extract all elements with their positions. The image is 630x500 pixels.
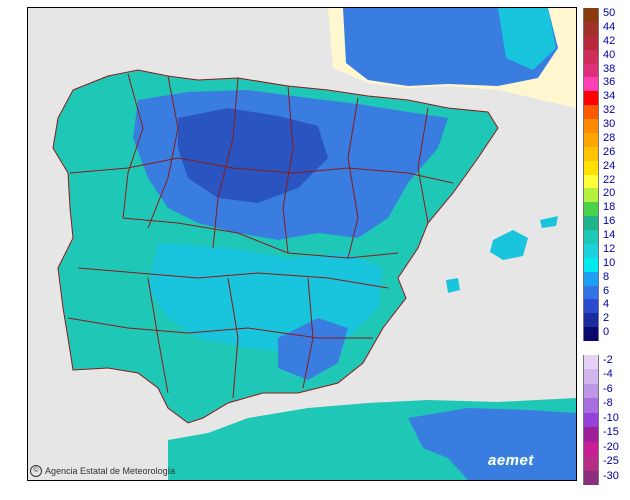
legend-swatch [583,243,599,258]
copyright-icon: © [30,465,42,477]
temperature-map [28,8,576,480]
legend-swatch [583,146,599,161]
legend-swatch [583,383,599,399]
legend-label: 16 [603,215,616,228]
map-frame [27,7,577,481]
legend-swatch [583,327,599,341]
legend-label: 4 [603,298,610,311]
legend-label: -30 [603,469,619,482]
italy-land [548,8,576,48]
legend-label: 26 [603,145,616,158]
legend-swatch [583,257,599,272]
credit-text: Agencia Estatal de Meteorología [45,466,176,476]
north-africa-cold [408,408,576,480]
legend-label: -10 [603,411,619,424]
legend-swatch [583,369,599,384]
color-legend: 50 44 42 40 38 36 34 32 30 28 26 24 22 20 18 16 14 12 10 8 6… [583,8,627,494]
legend-label: 20 [603,187,616,200]
legend-swatch [583,470,599,485]
legend-swatch [583,188,599,203]
northern-plateau-core [178,108,328,203]
legend-label: -20 [603,440,619,453]
legend-label: 38 [603,62,616,75]
legend-swatch [583,412,599,428]
legend-swatch [583,202,599,217]
menorca-island [540,216,558,228]
legend-label: -4 [603,368,613,381]
legend-swatch [583,119,599,133]
legend-label: 42 [603,34,616,47]
legend-label: 6 [603,284,610,297]
legend-label: 8 [603,270,610,283]
legend-label: -25 [603,455,619,468]
legend-label: 24 [603,159,616,172]
aemet-logo: aemet [488,452,534,469]
legend-label: 10 [603,256,616,269]
legend-swatch [583,271,599,286]
legend-label: 2 [603,312,610,325]
legend-label: -15 [603,426,619,439]
legend-swatch [583,35,599,50]
legend-swatch [583,285,599,300]
legend-label: 50 [603,7,616,19]
ibiza-island [446,278,460,293]
france-cyan-area [498,8,556,70]
legend-swatch [583,313,599,328]
legend-swatch [583,77,599,92]
legend-label: 34 [603,90,616,103]
legend-swatch [583,230,599,244]
legend-label: 30 [603,118,616,130]
legend-swatch [583,105,599,119]
legend-label: -8 [603,397,613,410]
legend-swatch [583,427,599,442]
legend-swatch [583,132,599,147]
legend-swatch [583,63,599,78]
legend-swatch [583,355,599,370]
legend-label: -2 [603,354,613,366]
legend-label: 22 [603,173,616,186]
legend-label: 14 [603,229,616,241]
legend-label: 36 [603,76,616,89]
legend-swatch [583,398,599,413]
legend-label: 28 [603,131,616,144]
legend-label: 18 [603,201,616,214]
legend-swatch [583,441,599,457]
legend-label: 44 [603,20,616,33]
legend-label: -6 [603,382,613,395]
legend-swatch [583,299,599,314]
mallorca-island [490,230,528,260]
province-boundaries [52,69,499,424]
southeast-cold [278,318,348,380]
legend-label: 0 [603,326,610,339]
legend-label: 40 [603,48,616,61]
legend-swatch [583,456,599,471]
credit-line: © Agencia Estatal de Meteorología [30,465,175,477]
legend-swatch [583,49,599,64]
legend-label: 32 [603,104,616,117]
legend-swatch [583,160,599,175]
legend-swatch [583,8,599,22]
legend-swatch [583,91,599,106]
legend-swatch [583,21,599,36]
legend-swatch [583,216,599,230]
legend-label: 12 [603,242,616,255]
legend-swatch [583,174,599,189]
